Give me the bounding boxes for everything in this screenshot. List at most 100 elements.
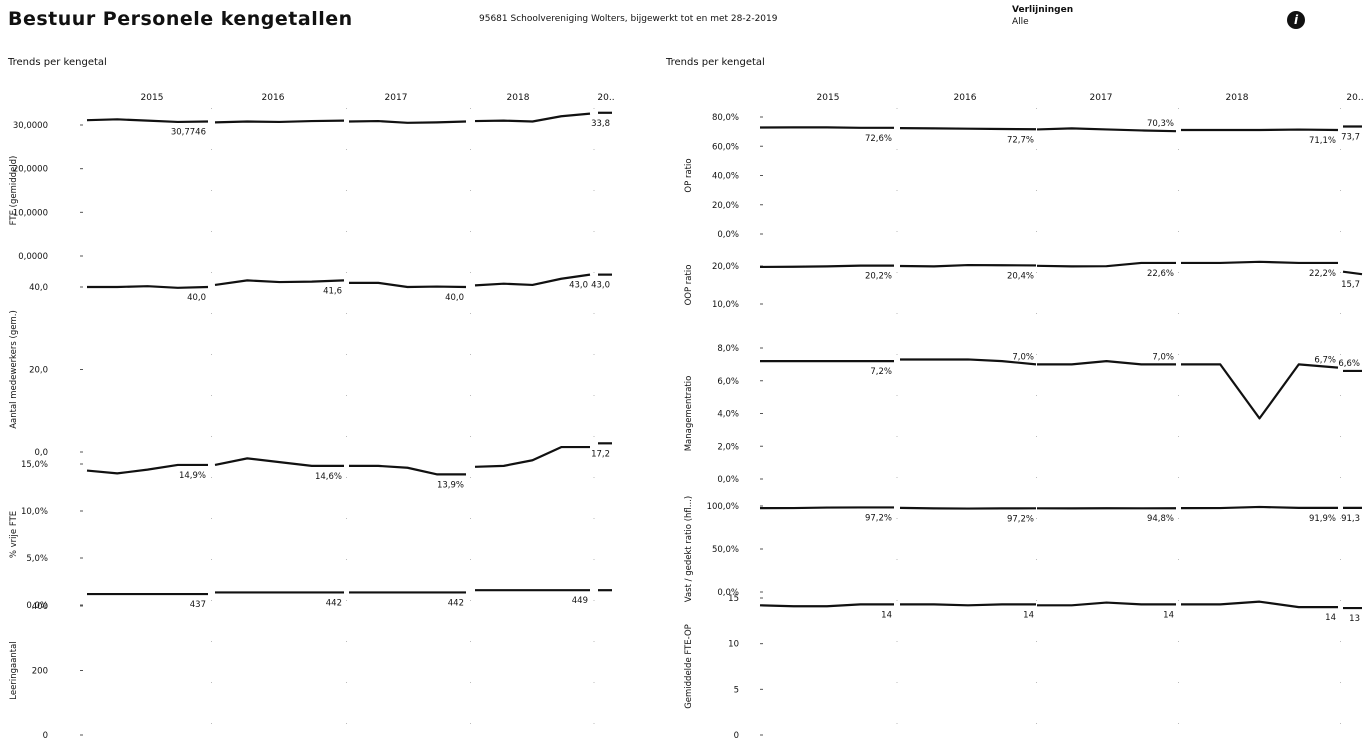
trend-line [87, 285, 209, 289]
axis-tick-label: 10,0000 [13, 208, 48, 218]
year-label: 20.. [597, 93, 614, 103]
axis-tick-label: 40,0% [712, 172, 739, 182]
year-label: 2018 [507, 93, 530, 103]
year-label: 2015 [141, 93, 164, 103]
data-label: 91,3 [1341, 514, 1360, 524]
trend-line [1181, 600, 1338, 609]
right-panel-title: Trends per kengetal [666, 57, 765, 68]
trend-line [474, 445, 590, 468]
trend-line [1181, 260, 1338, 265]
trend-line [1037, 360, 1176, 366]
data-label: 91,9% [1309, 514, 1336, 524]
data-label: 6,7% [1314, 356, 1336, 366]
trend-line [86, 118, 209, 124]
data-label: 43,0 [591, 281, 610, 291]
metric-label: Gemiddelde FTE-OP [684, 624, 694, 709]
trend-line [900, 603, 1036, 607]
trend-line [214, 457, 344, 467]
data-label: 70,3% [1147, 119, 1174, 129]
data-label: 14 [1325, 613, 1336, 623]
year-label: 20.. [1346, 93, 1363, 103]
scope-subtitle: 95681 Schoolvereniging Wolters, bijgewer… [479, 14, 778, 24]
trend-line [899, 263, 1037, 268]
data-label: 13,9% [437, 480, 464, 490]
data-label: 14,6% [315, 472, 342, 482]
metric-label: Leeringaantal [9, 641, 19, 699]
axis-tick-label: 6,0% [717, 377, 739, 387]
trend-line [1180, 505, 1338, 510]
data-label: 30,7746 [171, 128, 206, 138]
year-label: 2016 [262, 93, 285, 103]
data-label: 40,0 [187, 293, 206, 303]
axis-tick-label: 50,0% [712, 545, 739, 555]
year-label: 2015 [817, 93, 840, 103]
axis-tick-label: 8,0% [717, 344, 739, 354]
trend-line [214, 119, 345, 124]
metric-label: FTE (gemiddeld) [9, 156, 19, 226]
data-label: 14 [1163, 610, 1174, 620]
axis-tick-label: 15 [728, 594, 739, 604]
info-button[interactable]: i [1287, 11, 1305, 29]
trend-line [899, 127, 1037, 131]
axis-tick-label: 60,0% [712, 142, 739, 152]
year-label: 2016 [954, 93, 977, 103]
data-label: 14,9% [179, 471, 206, 481]
axis-tick-label: 5,0% [26, 554, 48, 564]
data-label: 7,0% [1152, 352, 1174, 362]
metric-label: % vrije FTE [9, 511, 19, 558]
axis-tick-label: 20,0% [712, 201, 739, 211]
axis-tick-label: 400 [32, 602, 48, 612]
filter-label: Verlijningen [1012, 5, 1074, 15]
data-label: 97,2% [865, 513, 892, 523]
trend-line [900, 358, 1037, 366]
axis-tick-label: 0,0% [717, 230, 739, 240]
trend-line [899, 506, 1037, 510]
trend-line [349, 281, 467, 289]
data-label: 13 [1349, 614, 1360, 624]
axis-tick-label: 4,0% [717, 410, 739, 420]
axis-tick-label: 20,0 [29, 366, 48, 376]
metric-label: Managementratio [684, 376, 694, 452]
year-label: 2017 [1090, 93, 1113, 103]
trend-line [1342, 270, 1363, 276]
data-label: 97,2% [1007, 514, 1034, 524]
data-label: 14 [1023, 610, 1034, 620]
axis-tick-label: 10,0% [712, 300, 739, 310]
trend-line [474, 273, 591, 287]
metric-label: OOP ratio [684, 265, 694, 306]
trend-line [759, 264, 894, 269]
data-label: 437 [190, 600, 206, 610]
trend-line [86, 463, 208, 475]
trend-line [349, 464, 466, 476]
metric-label: Vast / gedekt ratio (hfl...) [684, 496, 694, 602]
axis-tick-label: 30,0000 [13, 121, 48, 131]
data-label: 20,4% [1007, 271, 1034, 281]
axis-tick-label: 0,0% [26, 601, 48, 611]
data-label: 7,2% [870, 367, 892, 377]
data-label: 22,2% [1309, 269, 1336, 279]
trend-line [214, 279, 345, 287]
data-label: 43,0 [569, 281, 588, 291]
filter-value[interactable]: Alle [1012, 17, 1029, 27]
trend-line [1036, 261, 1176, 268]
trend-line [1036, 127, 1177, 133]
left-panel-title: Trends per kengetal [8, 57, 107, 68]
trend-line [1181, 363, 1339, 420]
data-label: 442 [326, 598, 342, 608]
axis-tick-label: 40,0 [29, 283, 48, 293]
axis-tick-label: 20,0000 [13, 165, 48, 175]
data-label: 7,0% [1012, 352, 1034, 362]
axis-tick-label: 0,0000 [18, 252, 48, 262]
axis-tick-label: 0,0% [717, 588, 739, 598]
axis-tick-label: 2,0% [717, 442, 739, 452]
data-label: 442 [448, 598, 464, 608]
data-label: 40,0 [445, 293, 464, 303]
data-label: 449 [572, 596, 588, 606]
data-label: 14 [881, 610, 892, 620]
axis-tick-label: 100,0% [707, 502, 739, 512]
axis-tick-label: 10,0% [21, 507, 48, 517]
trend-line [348, 119, 467, 124]
data-label: 72,7% [1007, 135, 1034, 145]
year-label: 2018 [1226, 93, 1249, 103]
